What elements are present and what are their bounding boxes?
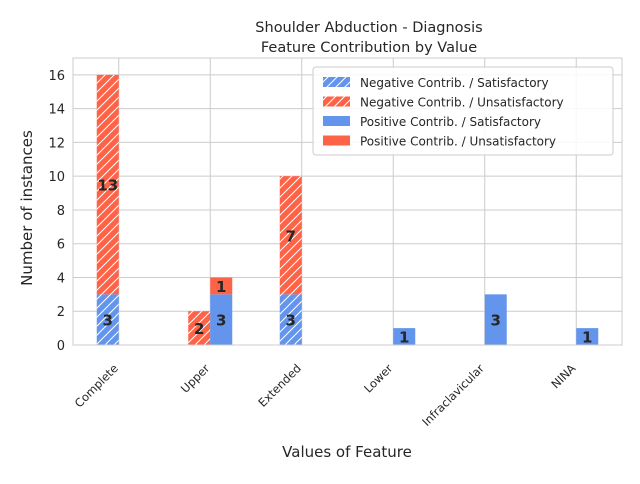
- legend-entry-label: Positive Contrib. / Satisfactory: [360, 115, 541, 129]
- plot-frame: [72, 57, 623, 346]
- bar-segment: [210, 294, 233, 345]
- bars: [96, 74, 599, 345]
- bar-hatch: [96, 74, 119, 295]
- bar-value-label: 2: [194, 320, 204, 338]
- y-tick-label: 6: [57, 238, 65, 253]
- x-tick-label: Infraclavicular: [419, 361, 487, 429]
- bar-value-label: 1: [216, 278, 226, 296]
- y-tick-label: 0: [57, 339, 65, 354]
- bar-value-label: 1: [582, 329, 592, 347]
- x-tick-label: Extended: [255, 361, 304, 410]
- legend-swatch: [323, 116, 350, 126]
- bar-hatch: [279, 176, 302, 295]
- chart-title-line1: Shoulder Abduction - Diagnosis: [255, 20, 482, 36]
- legend-swatch-hatch: [323, 96, 350, 107]
- bar-segment: [393, 328, 416, 345]
- bar-value-label: 1: [399, 329, 409, 347]
- bar-value-label: 7: [286, 227, 296, 245]
- chart-title-line2: Feature Contribution by Value: [261, 40, 477, 56]
- y-axis-label: Number of instances: [18, 130, 36, 286]
- x-tick-label: Lower: [361, 361, 395, 395]
- y-tick-label: 8: [57, 204, 65, 219]
- bar-value-label: 3: [216, 312, 226, 330]
- y-tick-label: 16: [48, 69, 65, 84]
- y-tick-label: 14: [48, 103, 65, 118]
- bar-hatch: [96, 294, 119, 345]
- legend-entry-label: Negative Contrib. / Unsatisfactory: [360, 96, 564, 110]
- legend-swatch-hatch: [323, 77, 350, 87]
- bar-value-label: 3: [491, 312, 501, 330]
- x-axis-label: Values of Feature: [282, 443, 412, 461]
- y-tick-label: 10: [48, 170, 65, 185]
- bar-segment: [576, 328, 599, 345]
- legend-swatch: [323, 135, 350, 146]
- legend: Negative Contrib. / Satisfactory Negative…: [312, 66, 614, 156]
- x-tick-label: Upper: [178, 361, 213, 396]
- bar-value-label: 3: [103, 312, 113, 330]
- x-tick-label: Complete: [72, 361, 121, 410]
- bar-segment: [484, 294, 507, 345]
- bar-value-label: 3: [286, 312, 296, 330]
- bar-hatch: [279, 294, 302, 345]
- bar-value-label: 13: [97, 177, 118, 195]
- y-tick-label: 4: [57, 271, 65, 286]
- y-tick-label: 2: [57, 305, 65, 320]
- legend-box: [312, 66, 614, 156]
- bar-segment: [210, 277, 233, 295]
- x-tick-label: NINA: [548, 361, 578, 391]
- y-tick-label: 12: [48, 136, 65, 151]
- legend-entry-label: Negative Contrib. / Satisfactory: [360, 76, 549, 90]
- legend-entry-label: Positive Contrib. / Unsatisfactory: [360, 135, 556, 149]
- bar-hatch: [188, 311, 211, 345]
